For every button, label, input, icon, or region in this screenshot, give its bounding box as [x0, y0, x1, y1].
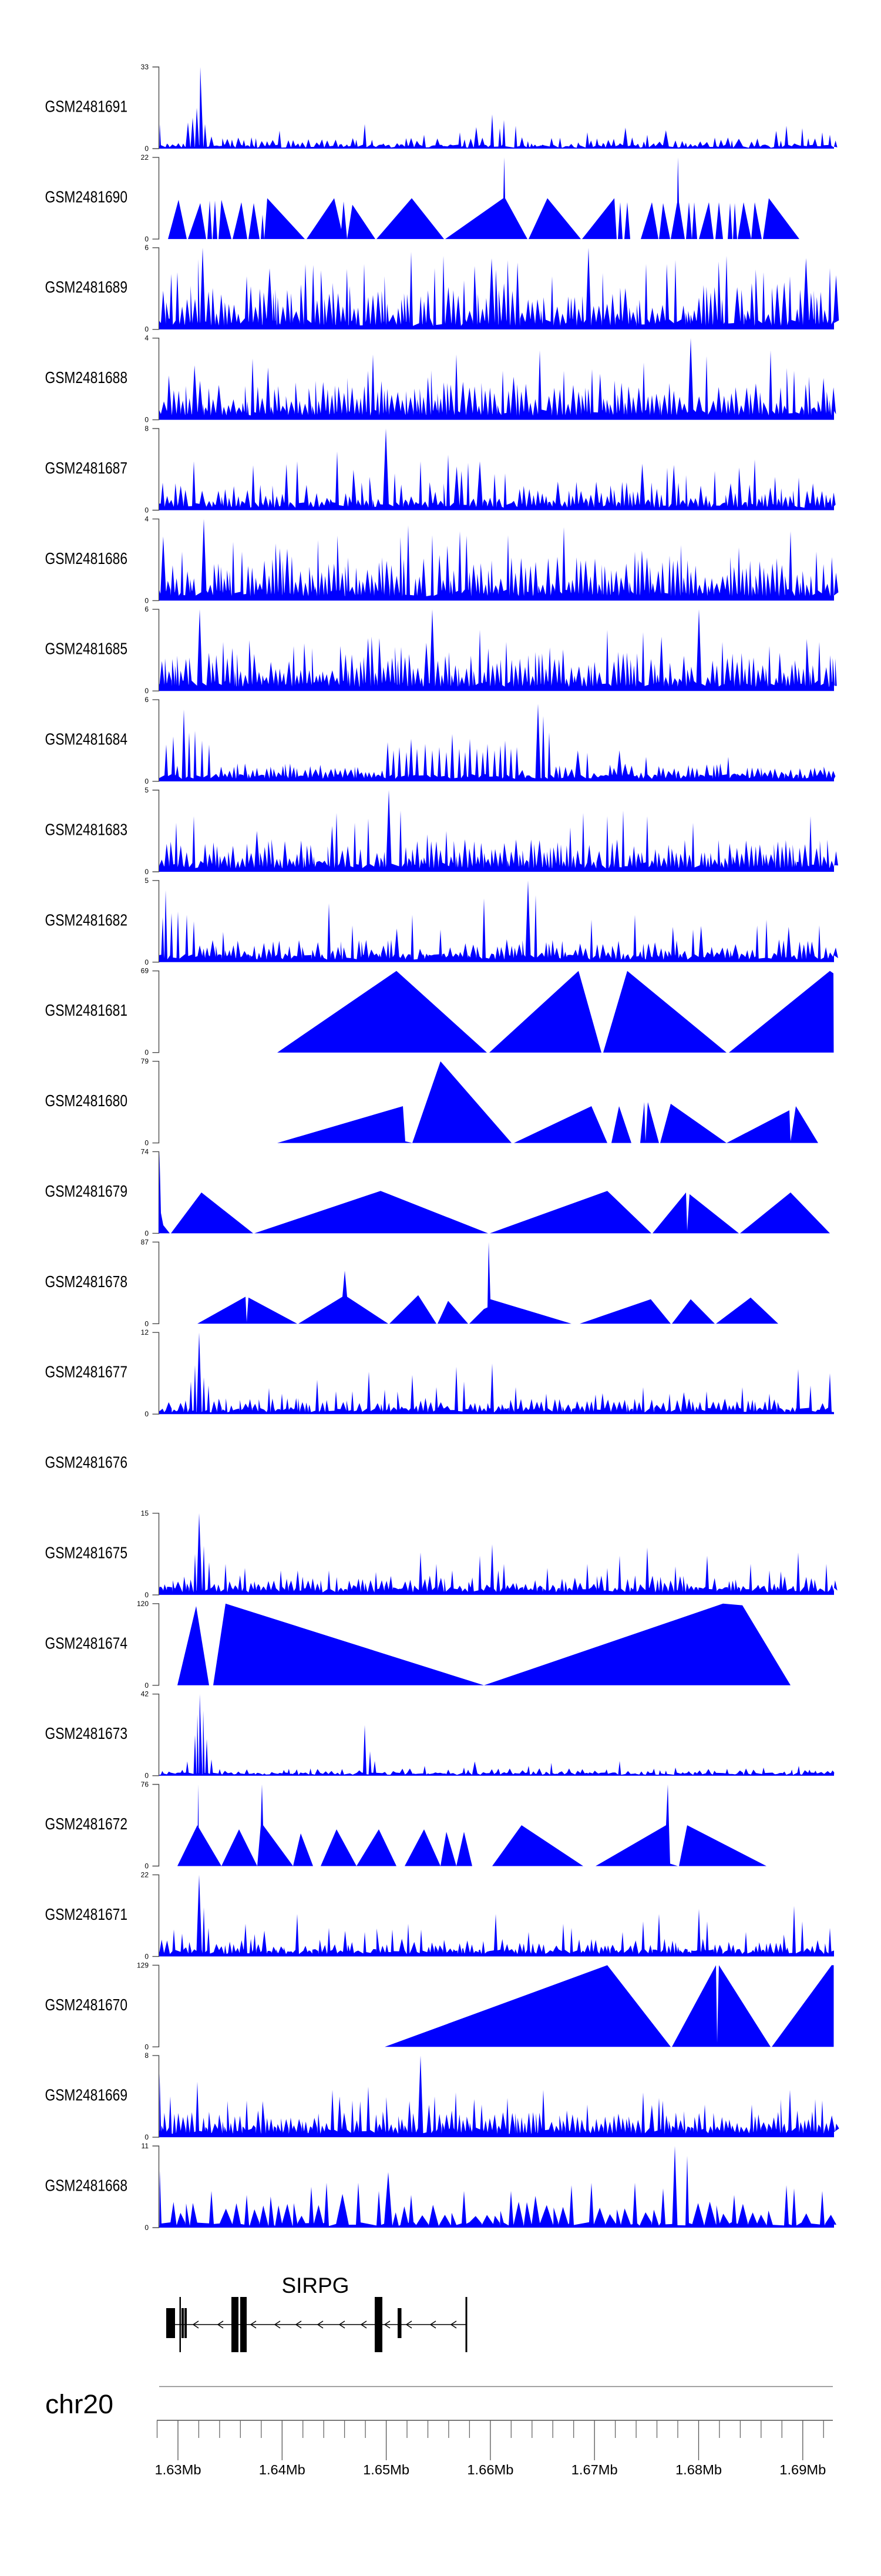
- svg-text:GSM2481677: GSM2481677: [45, 1363, 128, 1381]
- svg-text:6: 6: [144, 244, 149, 252]
- svg-text:0: 0: [144, 2224, 149, 2232]
- svg-text:GSM2481675: GSM2481675: [45, 1543, 128, 1561]
- svg-text:120: 120: [137, 1600, 149, 1608]
- svg-text:4: 4: [144, 515, 149, 523]
- svg-text:0: 0: [144, 1862, 149, 1870]
- svg-text:chr20: chr20: [45, 2389, 113, 2419]
- svg-text:11: 11: [142, 2142, 149, 2150]
- svg-text:79: 79: [141, 1057, 149, 1066]
- svg-text:GSM2481680: GSM2481680: [45, 1091, 128, 1110]
- svg-text:76: 76: [141, 1781, 149, 1789]
- svg-text:0: 0: [144, 235, 149, 243]
- svg-text:0: 0: [144, 958, 149, 966]
- svg-text:6: 6: [144, 605, 149, 613]
- svg-text:12: 12: [141, 1328, 149, 1336]
- svg-text:GSM2481678: GSM2481678: [45, 1272, 128, 1291]
- svg-text:0: 0: [144, 1049, 149, 1057]
- svg-text:GSM2481679: GSM2481679: [45, 1182, 128, 1200]
- svg-text:0: 0: [144, 777, 149, 785]
- svg-text:42: 42: [141, 1690, 149, 1698]
- svg-text:GSM2481687: GSM2481687: [45, 459, 128, 477]
- svg-text:GSM2481670: GSM2481670: [45, 1996, 128, 2014]
- svg-text:1.64Mb: 1.64Mb: [259, 2462, 305, 2477]
- svg-text:GSM2481669: GSM2481669: [45, 2086, 128, 2104]
- svg-text:0: 0: [144, 687, 149, 695]
- svg-text:0: 0: [144, 325, 149, 334]
- svg-text:15: 15: [141, 1509, 149, 1517]
- svg-text:1.63Mb: 1.63Mb: [155, 2462, 201, 2477]
- svg-text:8: 8: [144, 425, 149, 433]
- svg-text:GSM2481686: GSM2481686: [45, 549, 128, 567]
- svg-text:GSM2481690: GSM2481690: [45, 187, 128, 206]
- svg-text:0: 0: [144, 1319, 149, 1328]
- svg-text:GSM2481671: GSM2481671: [45, 1905, 128, 1923]
- svg-text:GSM2481682: GSM2481682: [45, 911, 128, 929]
- svg-text:GSM2481691: GSM2481691: [45, 98, 128, 116]
- svg-text:0: 0: [144, 1139, 149, 1147]
- svg-text:GSM2481674: GSM2481674: [45, 1634, 128, 1652]
- svg-text:0: 0: [144, 2043, 149, 2051]
- svg-text:GSM2481676: GSM2481676: [45, 1453, 128, 1472]
- svg-text:0: 0: [144, 2133, 149, 2141]
- svg-text:1.68Mb: 1.68Mb: [675, 2462, 722, 2477]
- svg-text:GSM2481668: GSM2481668: [45, 2177, 128, 2195]
- svg-text:74: 74: [141, 1147, 149, 1156]
- svg-text:1.65Mb: 1.65Mb: [363, 2462, 409, 2477]
- svg-text:1.66Mb: 1.66Mb: [467, 2462, 513, 2477]
- svg-text:0: 0: [144, 1229, 149, 1237]
- svg-text:0: 0: [144, 1772, 149, 1780]
- svg-text:GSM2481684: GSM2481684: [45, 730, 128, 748]
- svg-text:1.67Mb: 1.67Mb: [571, 2462, 618, 2477]
- svg-text:5: 5: [144, 786, 149, 794]
- svg-text:GSM2481688: GSM2481688: [45, 368, 128, 387]
- svg-text:0: 0: [144, 506, 149, 515]
- svg-text:5: 5: [144, 876, 149, 885]
- svg-text:4: 4: [144, 334, 149, 342]
- svg-text:SIRPG: SIRPG: [282, 2273, 349, 2298]
- svg-text:GSM2481689: GSM2481689: [45, 278, 128, 296]
- svg-text:0: 0: [144, 416, 149, 424]
- svg-text:0: 0: [144, 1681, 149, 1690]
- svg-text:0: 0: [144, 868, 149, 876]
- svg-text:GSM2481681: GSM2481681: [45, 1001, 128, 1019]
- svg-text:GSM2481685: GSM2481685: [45, 640, 128, 658]
- svg-text:0: 0: [144, 1591, 149, 1599]
- svg-text:8: 8: [144, 2051, 149, 2060]
- svg-text:33: 33: [141, 63, 149, 71]
- svg-text:0: 0: [144, 1952, 149, 1960]
- svg-text:1.69Mb: 1.69Mb: [779, 2462, 826, 2477]
- svg-text:GSM2481683: GSM2481683: [45, 821, 128, 839]
- svg-text:22: 22: [141, 153, 149, 162]
- svg-text:GSM2481672: GSM2481672: [45, 1815, 128, 1833]
- svg-text:GSM2481673: GSM2481673: [45, 1724, 128, 1742]
- svg-text:0: 0: [144, 145, 149, 153]
- svg-text:6: 6: [144, 696, 149, 704]
- svg-text:22: 22: [141, 1870, 149, 1879]
- svg-text:69: 69: [141, 967, 149, 975]
- svg-text:129: 129: [137, 1961, 149, 1969]
- svg-text:0: 0: [144, 1410, 149, 1418]
- svg-text:0: 0: [144, 596, 149, 604]
- svg-text:87: 87: [141, 1238, 149, 1246]
